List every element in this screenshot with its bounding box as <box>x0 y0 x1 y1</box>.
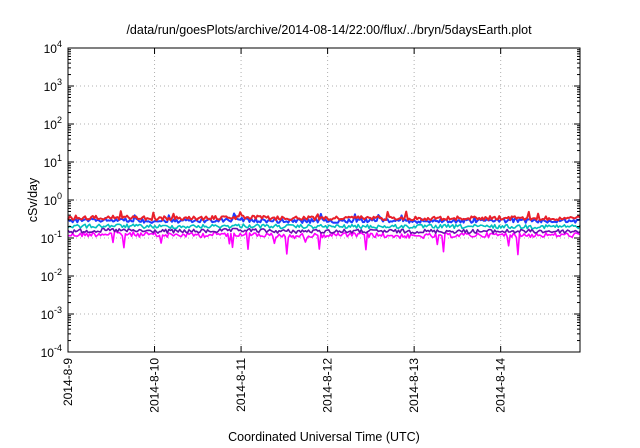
y-tick-label: 10-2 <box>41 267 62 284</box>
x-axis: 2014-8-9 2014-8-10 2014-8-11 2014-8-12 2014-… <box>61 48 508 413</box>
y-axis: 10-4 10-3 10-2 10-1 100 101 102 103 104 <box>41 39 580 360</box>
x-tick-label: 2014-8-11 <box>234 358 248 412</box>
y-tick-label: 104 <box>44 39 62 56</box>
y-tick-label: 101 <box>44 153 62 170</box>
x-tick-label: 2014-8-14 <box>494 358 508 413</box>
grid <box>68 48 580 352</box>
x-axis-label: Coordinated Universal Time (UTC) <box>228 430 420 444</box>
x-tick-label: 2014-8-9 <box>61 358 75 406</box>
y-tick-label: 102 <box>44 115 62 132</box>
x-tick-label: 2014-8-13 <box>407 358 421 413</box>
series-line <box>67 230 581 256</box>
series-line <box>67 223 581 230</box>
y-tick-label: 10-3 <box>41 305 62 322</box>
series-line <box>67 212 581 224</box>
y-tick-label: 10-4 <box>41 343 62 360</box>
chart-title: /data/run/goesPlots/archive/2014-08-14/2… <box>126 23 532 37</box>
y-tick-label: 100 <box>44 191 62 208</box>
y-tick-label: 103 <box>44 77 62 94</box>
series-lines <box>67 210 581 256</box>
series-line <box>67 227 581 235</box>
x-tick-label: 2014-8-12 <box>321 358 335 413</box>
y-axis-label: cSv/day <box>26 177 40 222</box>
x-tick-label: 2014-8-10 <box>148 358 162 413</box>
series-line <box>67 210 581 222</box>
y-tick-label: 10-1 <box>41 229 62 246</box>
